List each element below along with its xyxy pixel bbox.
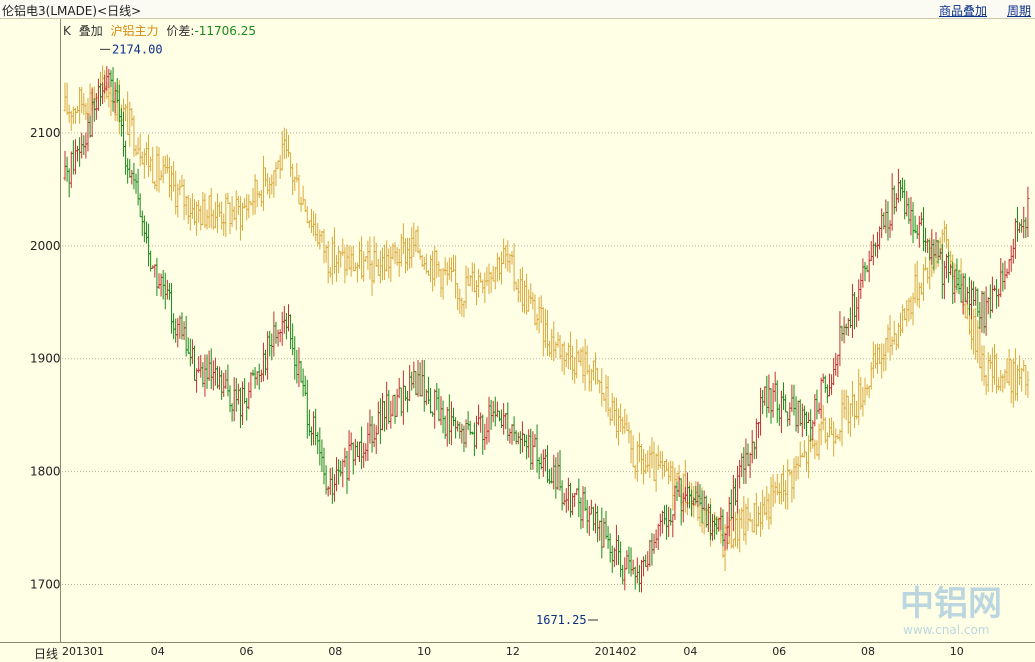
legend-diff-value: -11706.25 (194, 24, 257, 38)
y-tick-label: 1700 (30, 578, 61, 592)
x-tick-label: 04 (683, 645, 697, 658)
chart-title: 伦铝电3(LMADE)<日线> (2, 4, 142, 18)
legend-overlay-label: 叠加 (78, 24, 103, 38)
period-link[interactable]: 周期 (1007, 4, 1032, 18)
x-tick-label: 06 (240, 645, 254, 658)
legend-overlay-series: 沪铝主力 (110, 24, 159, 38)
chart-legend: K 叠加 沪铝主力 价差:-11706.25 (63, 22, 260, 39)
watermark-url: www.cnal.com (903, 623, 990, 637)
x-tick-label: 08 (328, 645, 342, 658)
title-bar: 伦铝电3(LMADE)<日线> 商品叠加 周期 (0, 0, 1035, 19)
x-tick-label: 06 (772, 645, 786, 658)
low-price-annotation: 1671.25 (536, 613, 587, 627)
x-axis-bar (0, 642, 1035, 660)
high-price-annotation: 2174.00 (112, 42, 163, 56)
y-tick-label: 1800 (30, 465, 61, 479)
legend-k-label: K (63, 24, 71, 38)
x-tick-label: 12 (506, 645, 520, 658)
x-tick-label: 04 (151, 645, 165, 658)
x-tick-label: 08 (861, 645, 875, 658)
watermark-logo: 中铝网 (900, 584, 1002, 624)
legend-diff-label: 价差: (166, 24, 195, 38)
y-tick-label: 2100 (30, 126, 61, 140)
y-tick-label: 2000 (30, 239, 61, 253)
y-tick-label: 1900 (30, 352, 61, 366)
y-axis-panel (0, 19, 61, 642)
commodity-overlay-link[interactable]: 商品叠加 (939, 4, 988, 18)
x-tick-label: 10 (417, 645, 431, 658)
x-tick-label: 201301 (62, 645, 104, 658)
x-tick-label: 201402 (595, 645, 637, 658)
x-tick-label: 10 (950, 645, 964, 658)
x-axis-period-label: 日线 (34, 647, 59, 661)
